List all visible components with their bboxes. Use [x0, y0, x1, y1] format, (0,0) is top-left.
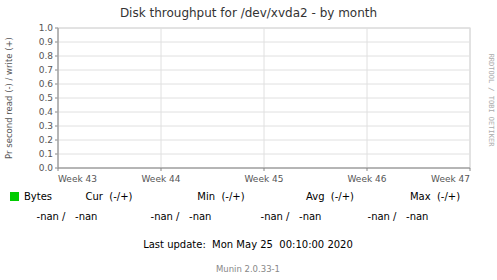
annotation: -nan / -nan: [368, 211, 429, 222]
grid-line: [470, 28, 471, 168]
annotation: -nan / -nan: [37, 211, 98, 222]
y-tick-label: 0.7: [39, 65, 53, 75]
x-axis: [58, 168, 470, 169]
legend-entry: Bytes: [24, 191, 52, 202]
plot-area: [58, 28, 470, 168]
grid-line: [58, 28, 59, 168]
annotation: -nan / -nan: [151, 211, 212, 222]
x-tick-label: Week 47: [431, 174, 470, 184]
y-tick-label: 0.1: [39, 149, 53, 159]
y-axis: [58, 28, 59, 168]
annotation: RRDTOOL / TOBI OETIKER: [487, 54, 495, 148]
annotation: Cur (-/+): [86, 191, 133, 202]
annotation: Munin 2.0.33-1: [216, 264, 280, 274]
y-tick-label: 0.6: [39, 79, 54, 89]
x-tick-label: Week 43: [58, 174, 97, 184]
y-tick-label: 0.0: [39, 163, 54, 173]
y-tick-label: 0.9: [39, 37, 54, 47]
annotation: Avg (-/+): [306, 191, 354, 202]
annotation: -nan / -nan: [261, 211, 322, 222]
annotation: Max (-/+): [410, 191, 460, 202]
grid-line: [367, 28, 368, 168]
x-tick-label: Week 44: [142, 174, 181, 184]
grid-line: [161, 28, 162, 168]
y-tick-label: 0.2: [39, 135, 53, 145]
y-tick-label: 0.8: [39, 51, 54, 61]
legend-swatch: [10, 192, 19, 201]
y-tick-label: 1.0: [39, 23, 54, 33]
grid-line: [58, 168, 470, 169]
annotation: Last update: Mon May 25 00:10:00 2020: [143, 239, 353, 250]
x-tick-label: Week 45: [245, 174, 284, 184]
chart: Disk throughput for /dev/xvda2 - by mont…: [0, 0, 497, 280]
y-tick-label: 0.3: [39, 121, 53, 131]
y-tick-label: 0.5: [39, 93, 53, 103]
x-tick-label: Week 46: [348, 174, 387, 184]
grid-line: [264, 28, 265, 168]
title: Disk throughput for /dev/xvda2 - by mont…: [120, 6, 377, 20]
annotation: Min (-/+): [197, 191, 244, 202]
y-tick-label: 0.4: [39, 107, 54, 117]
y-axis-label: Pr second read (-) / write (+): [4, 37, 14, 159]
